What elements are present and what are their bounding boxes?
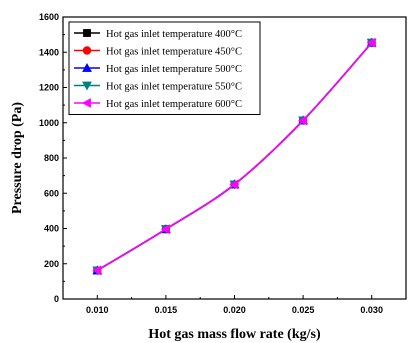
y-tick-label: 1600 bbox=[39, 12, 59, 22]
series-5 bbox=[92, 37, 376, 276]
legend-label: Hot gas inlet temperature 450°C bbox=[106, 47, 242, 58]
legend-box bbox=[68, 21, 261, 115]
y-tick-label: 800 bbox=[44, 153, 59, 163]
legend-swatch-marker bbox=[82, 81, 92, 91]
x-tick-label: 0.015 bbox=[155, 305, 178, 315]
legend-label: Hot gas inlet temperature 550°C bbox=[106, 82, 242, 93]
x-tick-label: 0.025 bbox=[292, 305, 315, 315]
legend-item: Hot gas inlet temperature 500°C bbox=[74, 62, 242, 75]
legend-item: Hot gas inlet temperature 450°C bbox=[74, 46, 242, 58]
legend-swatch-marker bbox=[83, 29, 91, 37]
legend-item: Hot gas inlet temperature 400°C bbox=[74, 29, 242, 40]
data-point bbox=[298, 115, 308, 126]
legend-swatch-marker bbox=[81, 98, 91, 108]
y-tick-label: 1200 bbox=[39, 83, 59, 93]
data-point bbox=[160, 224, 170, 235]
x-axis-title: Hot gas mass flow rate (kg/s) bbox=[148, 327, 321, 342]
y-tick-label: 1000 bbox=[39, 118, 59, 128]
data-point bbox=[229, 179, 239, 190]
data-point bbox=[366, 37, 376, 48]
legend-label: Hot gas inlet temperature 600°C bbox=[106, 99, 242, 110]
legend-label: Hot gas inlet temperature 400°C bbox=[106, 29, 242, 40]
y-tick-label: 600 bbox=[44, 188, 59, 198]
legend-swatch-marker bbox=[82, 62, 92, 72]
legend: Hot gas inlet temperature 400°C Hot gas i… bbox=[68, 21, 261, 115]
y-tick-label: 0 bbox=[54, 294, 59, 304]
series-layer bbox=[92, 37, 377, 276]
legend-item: Hot gas inlet temperature 550°C bbox=[74, 82, 242, 93]
y-tick-label: 200 bbox=[44, 259, 59, 269]
data-point bbox=[92, 265, 102, 276]
x-tick-label: 0.010 bbox=[86, 305, 109, 315]
y-tick-label: 400 bbox=[44, 224, 59, 234]
x-tick-label: 0.030 bbox=[360, 305, 383, 315]
legend-swatch-marker bbox=[82, 46, 92, 55]
y-axis-title: Pressure drop (Pa) bbox=[10, 102, 25, 214]
x-tick-label: 0.020 bbox=[223, 305, 246, 315]
legend-item: Hot gas inlet temperature 600°C bbox=[74, 98, 242, 110]
y-tick-label: 1400 bbox=[39, 47, 59, 57]
axis-ticks: 0 200 400 600 800 1000 1200 1400 1600 0.010 0.015 0… bbox=[39, 12, 383, 315]
legend-label: Hot gas inlet temperature 500°C bbox=[106, 64, 242, 75]
